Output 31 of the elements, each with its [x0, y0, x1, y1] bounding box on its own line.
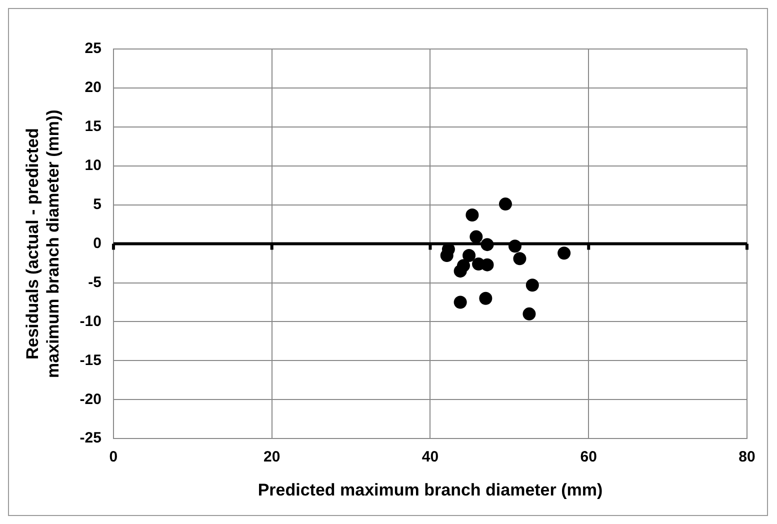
- y-tick-label: 10: [84, 157, 102, 174]
- x-axis-title: Predicted maximum branch diameter (mm): [258, 480, 603, 500]
- point: [480, 258, 494, 272]
- y-tick-label: 5: [93, 196, 102, 213]
- y-axis-title: Residuals (actual - predicted maximum branch diameter (mm)): [22, 110, 62, 378]
- point: [454, 296, 467, 309]
- y-tick-label: -25: [80, 430, 102, 447]
- point: [522, 307, 536, 320]
- x-tick-label: 80: [738, 448, 756, 466]
- point: [466, 208, 479, 222]
- x-tick-label: 40: [422, 448, 439, 466]
- y-tick-label: -15: [80, 352, 102, 369]
- point: [470, 230, 483, 244]
- point: [440, 248, 454, 262]
- point: [558, 246, 571, 260]
- y-tick-label: 25: [84, 40, 102, 58]
- point: [454, 264, 467, 278]
- y-tick-label: 0: [93, 234, 102, 252]
- point: [513, 252, 526, 266]
- point: [462, 248, 476, 262]
- point: [526, 278, 539, 292]
- y-tick-label: -5: [88, 274, 102, 291]
- x-tick-label: 60: [580, 448, 597, 466]
- y-tick-label: -20: [80, 390, 102, 408]
- x-tick-label: 20: [264, 448, 280, 466]
- point: [498, 198, 512, 211]
- x-tick-label: 0: [109, 448, 118, 466]
- point: [479, 292, 492, 305]
- y-tick-label: 20: [84, 79, 102, 96]
- y-tick-label: 15: [84, 118, 102, 136]
- y-tick-label: -10: [80, 312, 102, 330]
